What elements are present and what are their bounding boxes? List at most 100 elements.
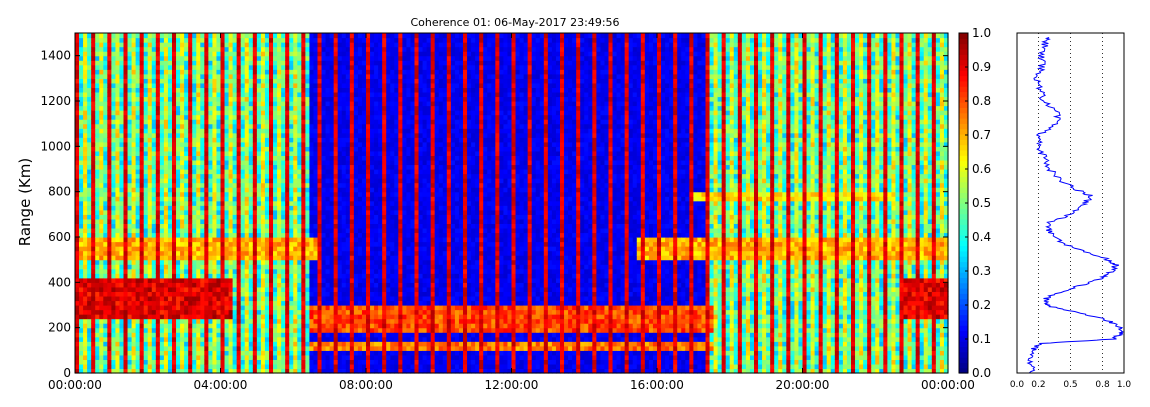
heatmap-cell <box>244 82 250 88</box>
heatmap-cell <box>228 128 234 134</box>
heatmap-cell <box>216 318 222 324</box>
heatmap-cell <box>123 259 129 265</box>
heatmap-cell <box>281 42 286 48</box>
heatmap-cell <box>305 237 311 243</box>
heatmap-cell <box>232 363 238 370</box>
heatmap-cell <box>248 368 254 374</box>
heatmap-cell <box>99 150 104 156</box>
heatmap-cell <box>269 150 274 156</box>
heatmap-cell <box>192 69 197 75</box>
heatmap-cell <box>305 327 311 333</box>
heatmap-cell <box>139 169 145 175</box>
heatmap-cell <box>115 159 121 166</box>
heatmap-cell <box>281 105 286 111</box>
heatmap-cell <box>184 132 189 138</box>
heatmap-cell <box>115 341 121 347</box>
heatmap-cell <box>147 268 153 274</box>
heatmap-cell <box>264 42 270 48</box>
heatmap-cell <box>228 146 234 152</box>
heatmap-cell <box>200 42 205 48</box>
heatmap-cell <box>119 354 125 360</box>
heatmap-cell <box>143 69 149 75</box>
heatmap-cell <box>333 150 339 156</box>
heatmap-cell <box>95 282 100 288</box>
heatmap-cell <box>143 146 149 152</box>
heatmap-cell <box>127 60 133 66</box>
heatmap-cell <box>321 232 327 238</box>
heatmap-cell <box>208 291 214 297</box>
heatmap-cell <box>159 305 165 311</box>
heatmap-cell <box>192 169 197 175</box>
heatmap-cell <box>224 42 230 48</box>
heatmap-cell <box>151 305 157 311</box>
heatmap-cell <box>309 37 315 43</box>
heatmap-cell <box>123 132 129 138</box>
heatmap-cell <box>281 173 286 179</box>
heatmap-cell <box>176 55 181 61</box>
heatmap-cell <box>91 169 96 175</box>
heatmap-cell <box>155 169 161 175</box>
heatmap-cell <box>172 123 177 129</box>
heatmap-cell <box>256 173 262 179</box>
heatmap-cell <box>248 42 254 48</box>
heatmap-cell <box>167 291 173 297</box>
heatmap-cell <box>337 33 343 39</box>
heatmap-cell <box>289 336 294 342</box>
heatmap-cell <box>244 246 250 252</box>
heatmap-cell <box>155 264 161 270</box>
heatmap-cell <box>204 300 209 306</box>
heatmap-cell <box>204 327 209 333</box>
heatmap-cell <box>236 259 242 265</box>
heatmap-cell <box>232 182 238 188</box>
heatmap-cell <box>180 155 185 161</box>
heatmap-cell <box>99 209 104 215</box>
heatmap-cell <box>317 55 323 61</box>
heatmap-cell <box>273 282 278 288</box>
heatmap-cell <box>87 368 92 374</box>
heatmap-cell <box>107 259 112 265</box>
heatmap-cell <box>208 241 214 247</box>
heatmap-cell <box>232 187 238 193</box>
heatmap-cell <box>147 110 153 116</box>
heatmap-cell <box>232 241 238 247</box>
heatmap-cell <box>159 295 165 302</box>
heatmap-cell <box>313 250 319 256</box>
heatmap-cell <box>79 286 84 292</box>
heatmap-cell <box>244 123 250 129</box>
heatmap-cell <box>123 150 129 156</box>
heatmap-cell <box>301 264 306 270</box>
heatmap-cell <box>313 78 319 84</box>
heatmap-cell <box>91 282 96 288</box>
heatmap-cell <box>260 259 266 265</box>
heatmap-cell <box>111 264 117 270</box>
heatmap-cell <box>321 132 327 138</box>
heatmap-cell <box>232 96 238 102</box>
heatmap-cell <box>135 209 141 215</box>
heatmap-cell <box>260 237 266 243</box>
heatmap-cell <box>337 46 343 52</box>
heatmap-cell <box>248 332 254 338</box>
heatmap-cell <box>285 73 290 79</box>
heatmap-cell <box>151 173 157 179</box>
heatmap-cell <box>107 205 112 211</box>
heatmap-cell <box>184 78 189 84</box>
heatmap-cell <box>172 155 177 161</box>
heatmap-cell <box>212 214 218 220</box>
heatmap-cell <box>151 169 157 175</box>
heatmap-cell <box>224 78 230 84</box>
heatmap-cell <box>252 332 258 338</box>
heatmap-cell <box>325 169 331 175</box>
heatmap-cell <box>256 105 262 111</box>
heatmap-cell <box>248 159 254 166</box>
heatmap-cell <box>260 141 266 147</box>
heatmap-cell <box>329 318 335 324</box>
heatmap-cell <box>147 332 153 338</box>
heatmap-cell <box>297 55 302 61</box>
heatmap-cell <box>176 178 181 184</box>
heatmap-cell <box>99 33 104 39</box>
heatmap-cell <box>269 46 274 52</box>
heatmap-cell <box>341 305 347 311</box>
heatmap-cell <box>333 336 339 342</box>
heatmap-cell <box>289 350 294 356</box>
heatmap-cell <box>180 132 185 138</box>
